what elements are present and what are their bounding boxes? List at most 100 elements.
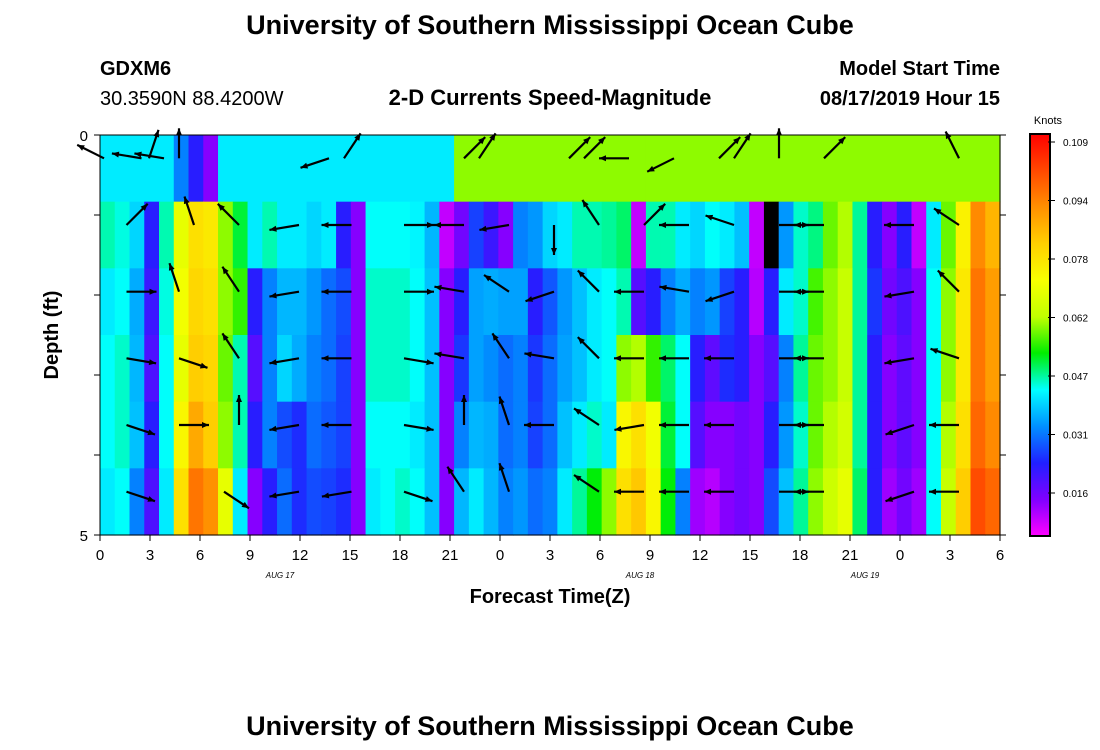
current-arrow [269, 290, 300, 299]
heatmap-cell [291, 135, 308, 203]
heatmap-cell [778, 401, 795, 469]
heatmap-cell [719, 135, 736, 203]
current-arrow [929, 422, 959, 428]
x-tick-label: 0 [96, 547, 104, 564]
current-arrow [705, 214, 735, 227]
heatmap-cell [321, 401, 337, 469]
heatmap-cell [645, 268, 662, 336]
heatmap-cell [527, 268, 544, 336]
heatmap-cell [350, 401, 367, 469]
heatmap-cell [454, 468, 470, 536]
heatmap-cell [926, 201, 942, 269]
heatmap-cell [409, 135, 426, 203]
y-tick-labels: 05 [80, 128, 88, 545]
date-label: AUG 18 [625, 571, 655, 580]
heatmap-cell [114, 268, 131, 336]
x-tick-label: 15 [342, 547, 359, 564]
heatmap-cell [926, 268, 942, 336]
current-arrow [126, 357, 157, 366]
heatmap-cell [616, 468, 632, 536]
heatmap-cell [291, 401, 308, 469]
heatmap-cell [557, 335, 573, 403]
x-tick-label: 12 [292, 547, 309, 564]
current-arrow [794, 288, 824, 295]
heatmap-cell [468, 335, 485, 403]
heatmap-cell [144, 268, 160, 336]
heatmap-cell [454, 268, 470, 336]
heatmap-cell [277, 335, 293, 403]
heatmap-cell [660, 135, 677, 203]
current-arrow [321, 355, 352, 362]
x-tick-label: 0 [896, 547, 904, 564]
heatmap-cell [822, 401, 839, 469]
colorbar-tick-label: 0.078 [1063, 255, 1088, 266]
heatmap-cell [454, 135, 470, 203]
heatmap-cell [498, 268, 514, 336]
current-arrow [614, 488, 644, 495]
heatmap-cell [675, 468, 691, 536]
heatmap-cell [395, 201, 411, 269]
heatmap-cell [660, 468, 677, 536]
heatmap-cell [188, 468, 204, 536]
heatmap-cell [719, 335, 736, 403]
heatmap-cell [129, 201, 145, 269]
current-arrow [403, 357, 434, 366]
current-arrow [577, 336, 600, 360]
heatmap-cell [100, 335, 116, 403]
heatmap-cell [527, 201, 544, 269]
heatmap-cell [380, 201, 396, 269]
heatmap-cell [940, 268, 957, 336]
heatmap-cell [513, 135, 529, 203]
current-arrow [933, 207, 960, 226]
heatmap-cell [719, 468, 736, 536]
heatmap-cell [704, 335, 721, 403]
heatmap-cell [793, 201, 809, 269]
heatmap-cell [336, 401, 352, 469]
heatmap-cell [365, 135, 381, 203]
heatmap-cell [291, 335, 308, 403]
heatmap-cell [985, 268, 1001, 336]
heatmap-cell [793, 468, 809, 536]
heatmap-cell [690, 201, 706, 269]
heatmap-cell [837, 268, 854, 336]
heatmap-cell [881, 401, 898, 469]
heatmap-cell [380, 268, 396, 336]
heatmap-cell [542, 201, 558, 269]
heatmap-cell [926, 401, 942, 469]
heatmap-cell [498, 135, 514, 203]
heatmap-cell [483, 135, 499, 203]
heatmap-cell [306, 335, 322, 403]
heatmap-cell [395, 268, 411, 336]
heatmap-cell [837, 401, 854, 469]
heatmap-cell [572, 468, 588, 536]
heatmap-cell [763, 335, 780, 403]
heatmap-cell [232, 135, 249, 203]
heatmap-cell [114, 401, 131, 469]
heatmap-cell [306, 401, 322, 469]
heatmap-cell [926, 468, 942, 536]
heatmap-cell [881, 201, 898, 269]
current-arrow [483, 274, 510, 293]
heatmap-cell [483, 335, 499, 403]
heatmap-cell [380, 335, 396, 403]
current-arrow [321, 422, 352, 428]
y-tick-label: 0 [80, 128, 88, 145]
current-arrow [434, 351, 465, 360]
heatmap-cell [527, 401, 544, 469]
heatmap-cell [837, 135, 854, 203]
axis-ticks [94, 134, 1006, 541]
heatmap-cell [572, 401, 588, 469]
heatmap-cell [218, 268, 234, 336]
heatmap-cell [690, 135, 706, 203]
current-arrow [223, 490, 250, 510]
heatmap-cell [483, 401, 499, 469]
colorbar-tick-label: 0.047 [1063, 372, 1088, 383]
current-arrow [659, 355, 689, 362]
heatmap-cell [645, 401, 662, 469]
heatmap-cell [232, 268, 249, 336]
heatmap-cell [454, 335, 470, 403]
heatmap-cell [631, 401, 647, 469]
heatmap-cell [557, 468, 573, 536]
heatmap-cell [513, 335, 529, 403]
